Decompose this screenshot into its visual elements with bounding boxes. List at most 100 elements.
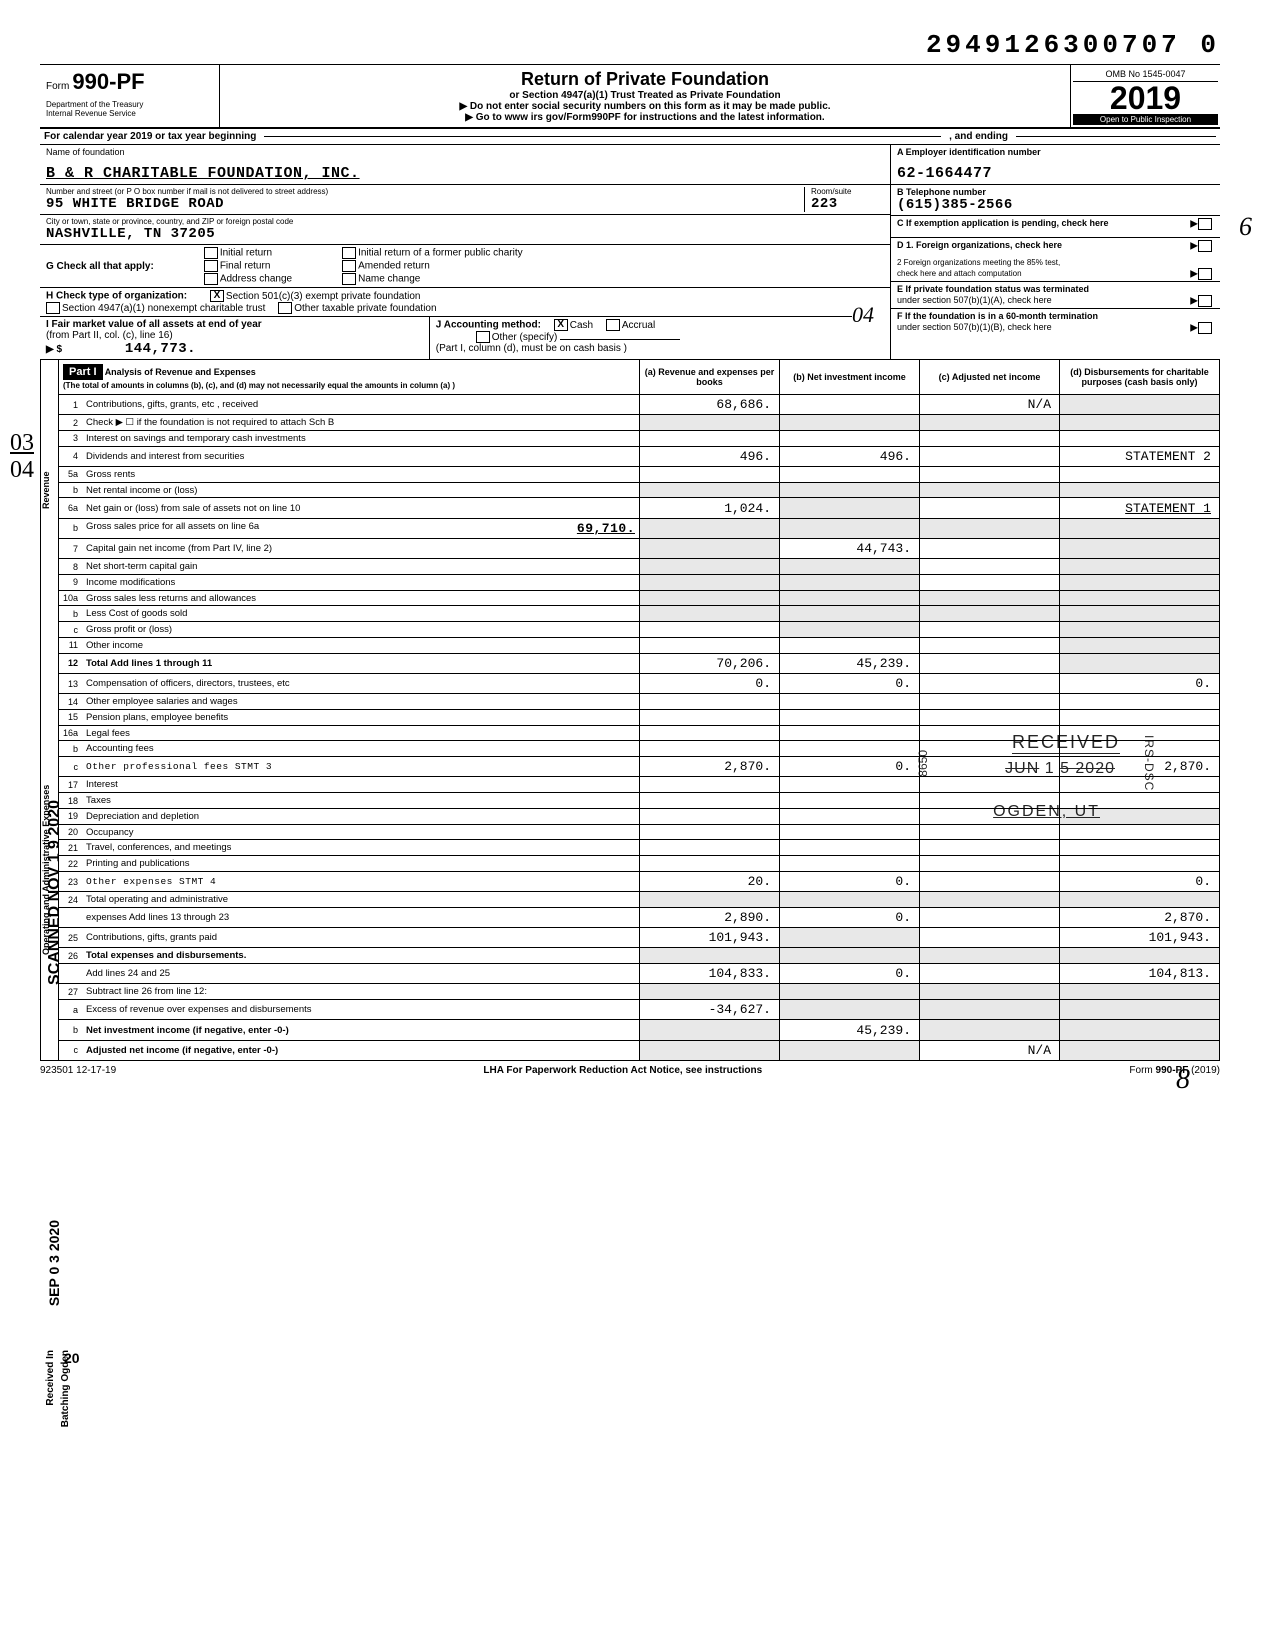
page-footer: 923501 12-17-19 LHA For Paperwork Reduct… (40, 1065, 1220, 1076)
cb-4947[interactable] (46, 302, 60, 314)
handwritten-8: 8 (1176, 1064, 1190, 1096)
cb-terminated[interactable] (1198, 295, 1212, 307)
row-17: 17Interest (41, 777, 1220, 793)
cb-amended-return[interactable] (342, 260, 356, 272)
cb-initial-former[interactable] (342, 247, 356, 259)
cb-name-change[interactable] (342, 273, 356, 285)
phone-label: B Telephone number (897, 187, 1214, 197)
form-note1: ▶ Do not enter social security numbers o… (226, 101, 1064, 112)
cb-other-foundation[interactable] (278, 302, 292, 314)
i-label: I Fair market value of all assets at end… (46, 319, 262, 330)
row-24: 24Total operating and administrative (41, 892, 1220, 908)
part1-heading-sub: (The total of amounts in columns (b), (c… (63, 381, 455, 390)
sep-stamp: SEP 0 3 2020 (46, 1220, 62, 1306)
twenty-stamp: 20 (64, 1350, 80, 1366)
row-1: 1Contributions, gifts, grants, etc , rec… (41, 394, 1220, 414)
cb-address-change[interactable] (204, 273, 218, 285)
d1-label: D 1. Foreign organizations, check here (897, 240, 1062, 250)
j-note: (Part I, column (d), must be on cash bas… (436, 343, 627, 354)
fmv-value: 144,773. (125, 341, 196, 357)
row-10c: cGross profit or (loss) (41, 622, 1220, 638)
g-label: G Check all that apply: (46, 261, 154, 272)
row-20: 20Occupancy (41, 824, 1220, 840)
phone-value: (615)385-2566 (897, 197, 1214, 213)
dollar-sign: ▶ $ (46, 344, 62, 355)
row-4: 4Dividends and interest from securities4… (41, 446, 1220, 466)
row-12: 12Total Add lines 1 through 1170,206.45,… (41, 653, 1220, 673)
row-2: 2Check ▶ ☐ if the foundation is not requ… (41, 415, 1220, 431)
cb-accrual[interactable] (606, 319, 620, 331)
room-label: Room/suite (811, 187, 884, 196)
cb-501c3[interactable]: X (210, 290, 224, 302)
form-note2: ▶ Go to www irs gov/Form990PF for instru… (226, 112, 1064, 123)
room-suite: 223 (811, 196, 884, 212)
j-label: J Accounting method: (436, 320, 541, 331)
cb-other-method[interactable] (476, 331, 490, 343)
ein-label: A Employer identification number (897, 147, 1214, 157)
row-3: 3Interest on savings and temporary cash … (41, 430, 1220, 446)
cb-initial-return[interactable] (204, 247, 218, 259)
col-d-header: (d) Disbursements for charitable purpose… (1060, 360, 1220, 395)
row-8: 8Net short-term capital gain (41, 559, 1220, 575)
row-23: 23Other expenses STMT 420.0.0. (41, 871, 1220, 891)
row-26b: Add lines 24 and 25104,833.0.104,813. (41, 964, 1220, 984)
form-title: Return of Private Foundation (226, 69, 1064, 90)
identifying-info: Name of foundation B & R CHARITABLE FOUN… (40, 144, 1220, 359)
row-7: 7Capital gain net income (from Part IV, … (41, 538, 1220, 558)
part1-table: Revenue Operating and Administrative Exp… (40, 359, 1220, 1061)
row-27: 27Subtract line 26 from line 12: (41, 984, 1220, 1000)
side-revenue: Revenue (41, 360, 51, 620)
cb-60month[interactable] (1198, 322, 1212, 334)
row-22: 22Printing and publications (41, 856, 1220, 872)
footer-right: Form 990-PF (2019) (1129, 1065, 1220, 1076)
row-14: 14Other employee salaries and wages (41, 694, 1220, 710)
row-16a: 16aLegal fees (41, 725, 1220, 741)
cb-cash[interactable]: X (554, 319, 568, 331)
row-16b: bAccounting fees (41, 741, 1220, 757)
row-13: 13Compensation of officers, directors, t… (41, 673, 1220, 693)
cb-final-return[interactable] (204, 260, 218, 272)
row-24b: expenses Add lines 13 through 232,890.0.… (41, 907, 1220, 927)
row-5b: bNet rental income or (loss) (41, 482, 1220, 498)
footer-mid: LHA For Paperwork Reduction Act Notice, … (483, 1065, 762, 1076)
city-state-zip: NASHVILLE, TN 37205 (46, 226, 884, 242)
row-6a: 6aNet gain or (loss) from sale of assets… (41, 498, 1220, 518)
row-10b: bLess Cost of goods sold (41, 606, 1220, 622)
row-27c: cAdjusted net income (if negative, enter… (41, 1040, 1220, 1060)
side-expenses: Operating and Administrative Expenses (41, 680, 51, 1060)
row-19: 19Depreciation and depletion (41, 808, 1220, 824)
e-label-a: E If private foundation status was termi… (897, 284, 1089, 294)
row-15: 15Pension plans, employee benefits (41, 709, 1220, 725)
form-subtitle: or Section 4947(a)(1) Trust Treated as P… (226, 90, 1064, 101)
name-label: Name of foundation (46, 147, 884, 157)
cb-85pct[interactable] (1198, 268, 1212, 280)
form-header: Form 990-PF Department of the Treasury I… (40, 64, 1220, 127)
cb-foreign-org[interactable] (1198, 240, 1212, 252)
col-c-header: (c) Adjusted net income (920, 360, 1060, 395)
e-label-b: under section 507(b)(1)(A), check here (897, 295, 1052, 305)
handwritten-04r: 04 (852, 302, 874, 328)
street-label: Number and street (or P O box number if … (46, 187, 804, 196)
handwritten-6: 6 (1239, 212, 1252, 242)
public-inspection: Open to Public Inspection (1073, 114, 1218, 125)
foundation-name: B & R CHARITABLE FOUNDATION, INC. (46, 165, 884, 182)
row-11: 11Other income (41, 637, 1220, 653)
row-27b: bNet investment income (if negative, ent… (41, 1020, 1220, 1040)
d2a-label: 2 Foreign organizations meeting the 85% … (897, 258, 1060, 267)
row-25: 25Contributions, gifts, grants paid101,9… (41, 928, 1220, 948)
part1-label: Part I (63, 364, 103, 380)
part1-heading: Analysis of Revenue and Expenses (105, 367, 256, 377)
ein-value: 62-1664477 (897, 165, 1214, 182)
page-top-number: 2949126300707 0 (40, 30, 1220, 60)
footer-left: 923501 12-17-19 (40, 1065, 116, 1076)
row-27a: aExcess of revenue over expenses and dis… (41, 1000, 1220, 1020)
cb-exemption-pending[interactable] (1198, 218, 1212, 230)
handwritten-03: 03 04 (10, 430, 34, 484)
form-prefix: Form (46, 81, 69, 92)
street-address: 95 WHITE BRIDGE ROAD (46, 196, 804, 212)
i-sub: (from Part II, col. (c), line 16) (46, 330, 173, 341)
d2b-label: check here and attach computation (897, 269, 1022, 278)
received-in-stamp: Received In (46, 1350, 56, 1406)
row-5a: 5aGross rents (41, 466, 1220, 482)
col-b-header: (b) Net investment income (780, 360, 920, 395)
